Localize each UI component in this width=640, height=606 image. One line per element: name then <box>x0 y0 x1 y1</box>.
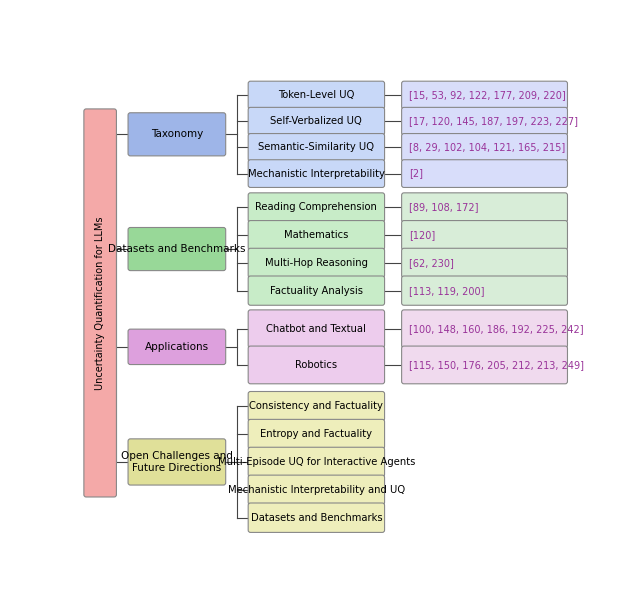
Text: Multi-Episode UQ for Interactive Agents: Multi-Episode UQ for Interactive Agents <box>218 457 415 467</box>
FancyBboxPatch shape <box>248 107 385 135</box>
FancyBboxPatch shape <box>402 133 568 161</box>
FancyBboxPatch shape <box>128 227 226 271</box>
FancyBboxPatch shape <box>248 419 385 449</box>
FancyBboxPatch shape <box>402 193 568 222</box>
FancyBboxPatch shape <box>402 248 568 278</box>
Text: Applications: Applications <box>145 342 209 352</box>
Text: Self-Verbalized UQ: Self-Verbalized UQ <box>271 116 362 126</box>
FancyBboxPatch shape <box>248 248 385 278</box>
FancyBboxPatch shape <box>248 276 385 305</box>
Text: Robotics: Robotics <box>295 360 337 370</box>
Text: [17, 120, 145, 187, 197, 223, 227]: [17, 120, 145, 187, 197, 223, 227] <box>410 116 579 126</box>
Text: Taxonomy: Taxonomy <box>151 129 203 139</box>
Text: Uncertainty Quantification for LLMs: Uncertainty Quantification for LLMs <box>95 216 105 390</box>
Text: [113, 119, 200]: [113, 119, 200] <box>410 285 485 296</box>
Text: Mathematics: Mathematics <box>284 230 349 240</box>
FancyBboxPatch shape <box>402 81 568 109</box>
FancyBboxPatch shape <box>248 160 385 187</box>
Text: Reading Comprehension: Reading Comprehension <box>255 202 378 213</box>
FancyBboxPatch shape <box>402 107 568 135</box>
FancyBboxPatch shape <box>402 160 568 187</box>
Text: Datasets and Benchmarks: Datasets and Benchmarks <box>251 513 382 523</box>
Text: Token-Level UQ: Token-Level UQ <box>278 90 355 100</box>
Text: Open Challenges and
Future Directions: Open Challenges and Future Directions <box>121 451 233 473</box>
FancyBboxPatch shape <box>248 193 385 222</box>
FancyBboxPatch shape <box>402 346 568 384</box>
Text: Mechanistic Interpretability: Mechanistic Interpretability <box>248 168 385 179</box>
Text: [115, 150, 176, 205, 212, 213, 249]: [115, 150, 176, 205, 212, 213, 249] <box>410 360 584 370</box>
FancyBboxPatch shape <box>402 221 568 250</box>
Text: Mechanistic Interpretability and UQ: Mechanistic Interpretability and UQ <box>228 485 405 495</box>
Text: Semantic-Similarity UQ: Semantic-Similarity UQ <box>259 142 374 153</box>
Text: Chatbot and Textual: Chatbot and Textual <box>266 324 366 334</box>
FancyBboxPatch shape <box>248 503 385 533</box>
FancyBboxPatch shape <box>128 113 226 156</box>
FancyBboxPatch shape <box>84 109 116 497</box>
FancyBboxPatch shape <box>248 133 385 161</box>
FancyBboxPatch shape <box>248 391 385 421</box>
FancyBboxPatch shape <box>248 221 385 250</box>
FancyBboxPatch shape <box>128 439 226 485</box>
Text: [15, 53, 92, 122, 177, 209, 220]: [15, 53, 92, 122, 177, 209, 220] <box>410 90 566 100</box>
Text: [62, 230]: [62, 230] <box>410 258 454 268</box>
FancyBboxPatch shape <box>248 346 385 384</box>
Text: Entropy and Factuality: Entropy and Factuality <box>260 429 372 439</box>
Text: [100, 148, 160, 186, 192, 225, 242]: [100, 148, 160, 186, 192, 225, 242] <box>410 324 584 334</box>
Text: Multi-Hop Reasoning: Multi-Hop Reasoning <box>265 258 368 268</box>
Text: [89, 108, 172]: [89, 108, 172] <box>410 202 479 213</box>
FancyBboxPatch shape <box>402 276 568 305</box>
FancyBboxPatch shape <box>248 475 385 505</box>
Text: [120]: [120] <box>410 230 436 240</box>
FancyBboxPatch shape <box>128 329 226 365</box>
Text: [8, 29, 102, 104, 121, 165, 215]: [8, 29, 102, 104, 121, 165, 215] <box>410 142 566 153</box>
FancyBboxPatch shape <box>402 310 568 348</box>
FancyBboxPatch shape <box>248 447 385 477</box>
Text: Consistency and Factuality: Consistency and Factuality <box>250 401 383 411</box>
FancyBboxPatch shape <box>248 310 385 348</box>
Text: [2]: [2] <box>410 168 424 179</box>
FancyBboxPatch shape <box>248 81 385 109</box>
Text: Datasets and Benchmarks: Datasets and Benchmarks <box>108 244 246 254</box>
Text: Factuality Analysis: Factuality Analysis <box>270 285 363 296</box>
